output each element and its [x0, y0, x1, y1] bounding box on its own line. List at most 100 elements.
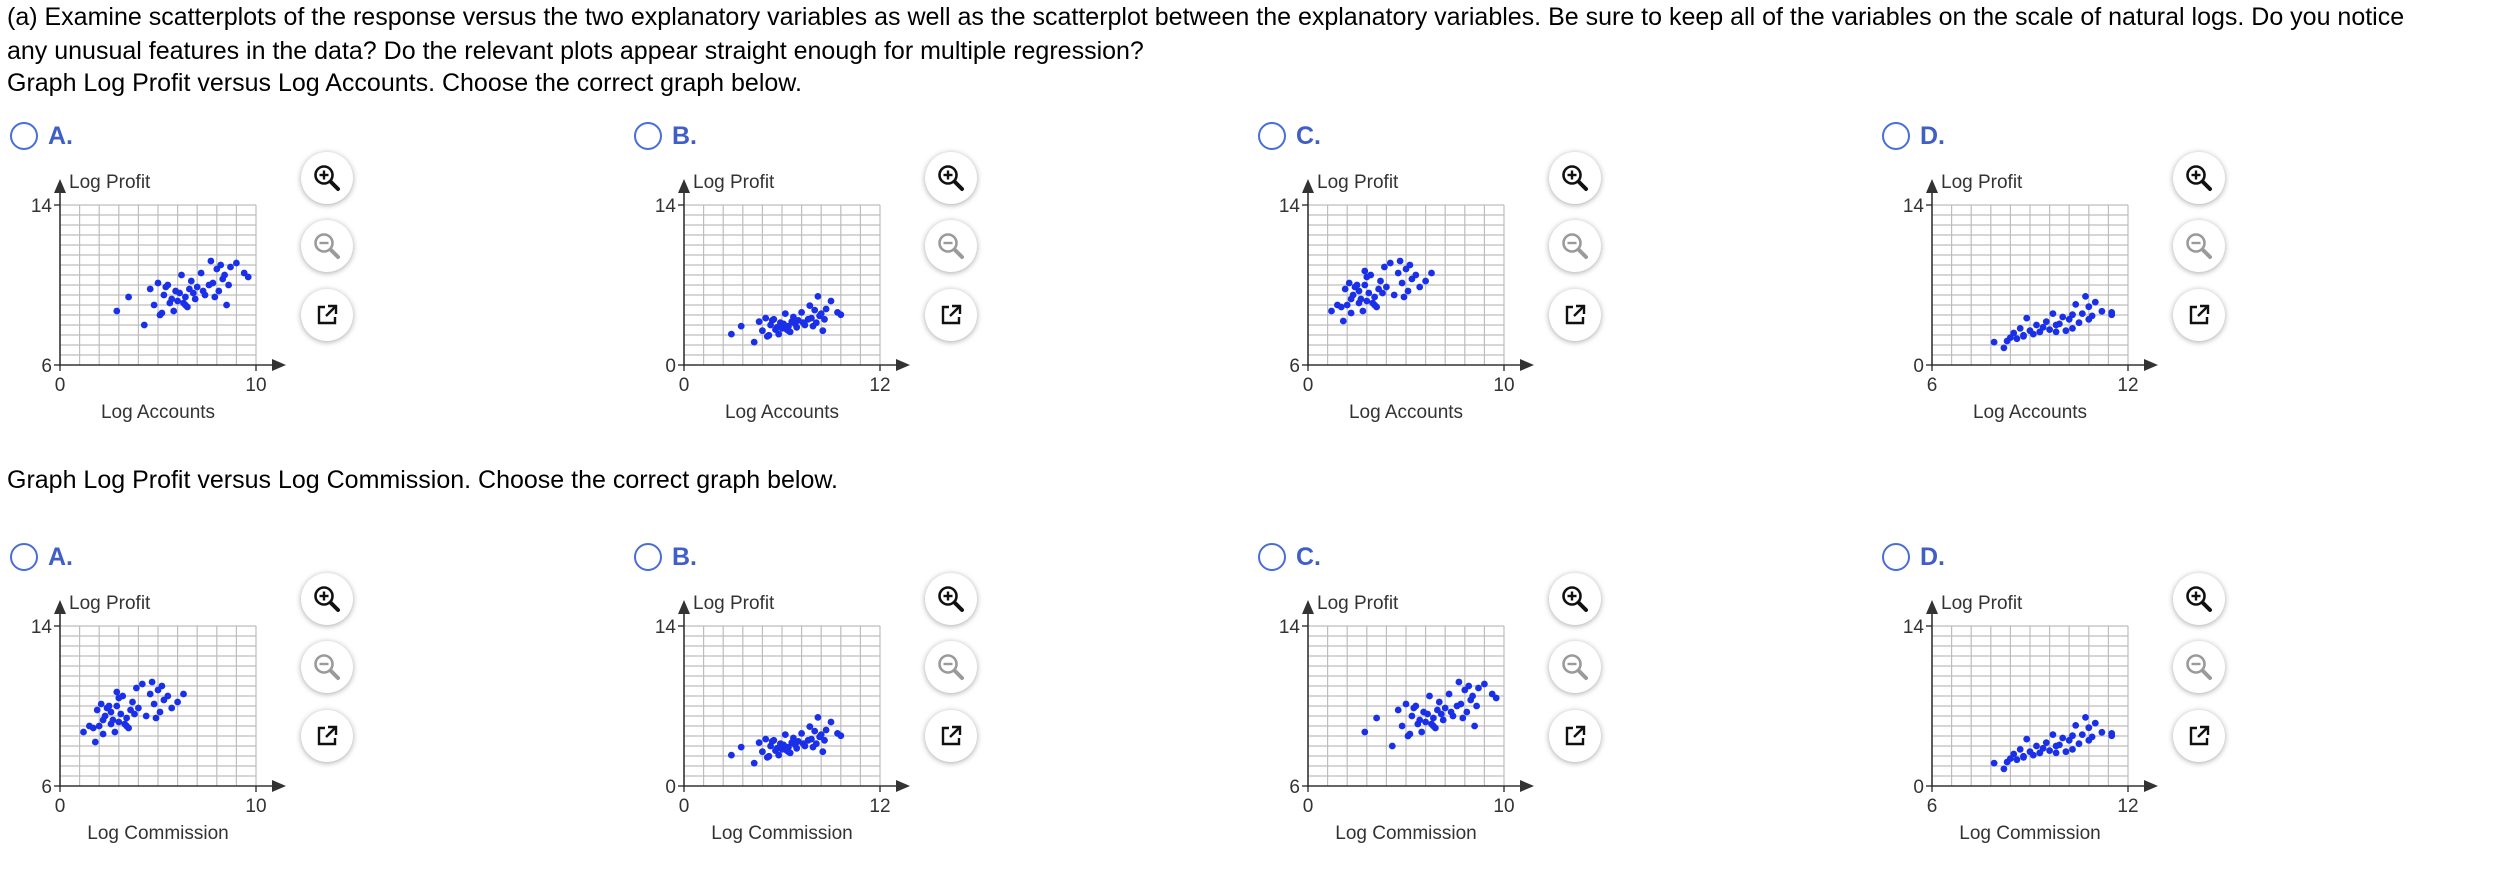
- option-c[interactable]: C. 14 6 0 10 Log Profit Log Accounts: [1255, 122, 1855, 423]
- data-point: [1990, 759, 1998, 767]
- option-b[interactable]: B. 14 0 0 12 Log Profit Log Accounts: [631, 122, 1231, 423]
- radio-option-a[interactable]: [10, 122, 38, 150]
- scatterplot: 14 60 10 Log Profit Log Commission: [1279, 593, 1534, 844]
- data-point: [2029, 751, 2037, 759]
- data-point: [1394, 269, 1402, 277]
- x-tick-label-min: 0: [679, 375, 690, 396]
- option-d[interactable]: D. 14 0 6 12 Log Profit Log Commission: [1879, 543, 2479, 844]
- open-in-new-window-button[interactable]: [2173, 710, 2225, 762]
- radio-option-a[interactable]: [10, 543, 38, 571]
- scatterplot: 14 06 12 Log Profit Log Commission: [1903, 593, 2158, 844]
- data-point: [131, 710, 138, 718]
- data-point: [814, 293, 822, 300]
- data-point: [1328, 307, 1335, 315]
- data-point: [105, 702, 113, 710]
- data-point: [138, 680, 146, 688]
- zoom-out-button[interactable]: [301, 641, 353, 693]
- data-point: [1424, 710, 1431, 718]
- scatterplot: 14 60 10 Log Profit Log Accounts: [31, 172, 286, 423]
- zoom-in-button[interactable]: [1549, 573, 1601, 625]
- y-axis-label: Log Profit: [1941, 172, 2023, 193]
- data-point: [819, 327, 827, 335]
- y-tick-label-min: 0: [1913, 777, 1924, 798]
- data-point: [737, 743, 745, 751]
- radio-option-d[interactable]: [1882, 122, 1910, 150]
- radio-option-c[interactable]: [1258, 543, 1286, 571]
- open-in-new-window-icon: [1565, 304, 1586, 325]
- open-in-new-window-button[interactable]: [301, 289, 353, 341]
- option-a[interactable]: A. 14 6 0 10 Log Profit Log Commission: [7, 543, 607, 844]
- data-point: [180, 690, 187, 698]
- data-point: [146, 690, 154, 698]
- zoom-out-button[interactable]: [1549, 641, 1601, 693]
- option-c[interactable]: C. 14 6 0 10 Log Profit Log Commission: [1255, 543, 1855, 844]
- zoom-out-button[interactable]: [2173, 220, 2225, 272]
- data-point: [1459, 714, 1467, 722]
- x-tick-label-min: 0: [1303, 375, 1314, 396]
- data-point: [1377, 277, 1384, 285]
- y-axis-arrow: [678, 179, 690, 193]
- x-axis-label: Log Accounts: [101, 402, 215, 423]
- data-point: [728, 330, 735, 338]
- open-in-new-window-button[interactable]: [2173, 289, 2225, 341]
- open-in-new-window-icon: [317, 304, 338, 325]
- zoom-out-button[interactable]: [1549, 220, 1601, 272]
- zoom-in-button[interactable]: [925, 152, 977, 204]
- data-point: [1363, 273, 1371, 281]
- data-point: [123, 722, 130, 730]
- zoom-out-button[interactable]: [925, 641, 977, 693]
- data-point: [812, 319, 820, 327]
- open-in-new-window-icon: [2189, 304, 2210, 325]
- radio-option-d[interactable]: [1882, 543, 1910, 571]
- data-point: [1347, 295, 1355, 303]
- zoom-out-button[interactable]: [301, 220, 353, 272]
- data-point: [1371, 293, 1378, 301]
- open-in-new-window-button[interactable]: [925, 289, 977, 341]
- data-point: [811, 306, 819, 314]
- data-point: [1398, 722, 1406, 730]
- zoom-in-icon: [2186, 586, 2212, 612]
- data-point: [1363, 297, 1371, 305]
- y-axis-label: Log Profit: [69, 593, 151, 614]
- option-d[interactable]: D. 14 0 6 12 Log Profit Log Accounts: [1879, 122, 2479, 423]
- zoom-in-button[interactable]: [2173, 152, 2225, 204]
- data-point: [148, 678, 156, 686]
- zoom-out-button[interactable]: [925, 220, 977, 272]
- open-in-new-window-button[interactable]: [1549, 289, 1601, 341]
- data-point: [2052, 328, 2060, 336]
- radio-option-b[interactable]: [634, 543, 662, 571]
- data-point: [1492, 694, 1500, 702]
- zoom-out-button[interactable]: [2173, 641, 2225, 693]
- open-in-new-window-button[interactable]: [925, 710, 977, 762]
- x-tick-label-min: 0: [679, 796, 690, 817]
- data-point: [2049, 310, 2057, 317]
- data-point: [133, 684, 140, 692]
- radio-option-b[interactable]: [634, 122, 662, 150]
- option-letter: A.: [48, 122, 73, 150]
- open-in-new-window-icon: [2189, 725, 2210, 746]
- y-axis-arrow: [1926, 179, 1938, 193]
- question-text: (a) Examine scatterplots of the response…: [7, 0, 2497, 68]
- x-axis-arrow: [1520, 359, 1534, 371]
- zoom-in-button[interactable]: [925, 573, 977, 625]
- option-b[interactable]: B. 14 0 0 12 Log Profit Log Commission: [631, 543, 1231, 844]
- data-point: [2059, 734, 2067, 742]
- zoom-in-button[interactable]: [1549, 152, 1601, 204]
- data-point: [822, 305, 830, 313]
- zoom-in-button[interactable]: [301, 573, 353, 625]
- x-tick-label-max: 12: [2117, 796, 2138, 817]
- zoom-out-icon: [2186, 654, 2212, 680]
- zoom-in-button[interactable]: [2173, 573, 2225, 625]
- data-point: [817, 310, 825, 317]
- radio-option-c[interactable]: [1258, 122, 1286, 150]
- open-in-new-window-button[interactable]: [301, 710, 353, 762]
- zoom-in-button[interactable]: [301, 152, 353, 204]
- data-point: [737, 322, 745, 330]
- data-point: [2052, 749, 2060, 757]
- data-point: [2016, 325, 2024, 332]
- data-point: [1341, 285, 1349, 293]
- open-in-new-window-button[interactable]: [1549, 710, 1601, 762]
- option-a[interactable]: A. 14 6 0 10 Log Profit Log Accounts: [7, 122, 607, 423]
- data-points: [113, 257, 252, 329]
- y-tick-label-max: 14: [1279, 196, 1301, 217]
